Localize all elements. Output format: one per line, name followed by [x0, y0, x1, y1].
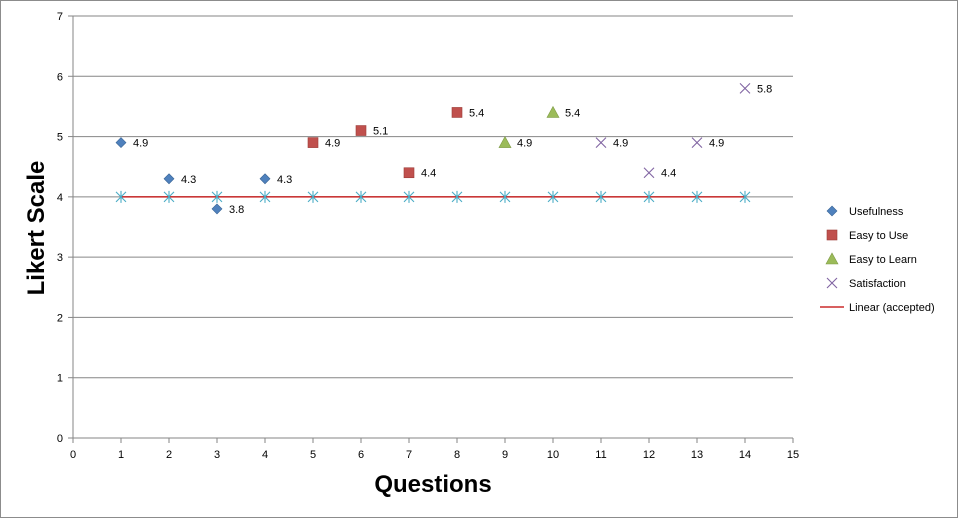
- accepted-point-12: [643, 190, 655, 203]
- accepted-point-9: [499, 190, 511, 203]
- x-tick-label-0: 0: [70, 449, 76, 461]
- x-tick-label-14: 14: [739, 449, 751, 461]
- accepted-point-4: [259, 190, 271, 203]
- legend-label-usefulness: Usefulness: [849, 206, 904, 218]
- x-tick-label-5: 5: [310, 449, 316, 461]
- easy-to-use-data-label-7: 4.4: [421, 168, 436, 180]
- legend-label-easy-to-learn: Easy to Learn: [849, 254, 917, 266]
- easy-to-use-data-label-5: 4.9: [325, 138, 340, 150]
- usefulness-data-label-3: 3.8: [229, 204, 244, 216]
- usefulness-point-4: [259, 173, 271, 185]
- x-tick-label-7: 7: [406, 449, 412, 461]
- y-tick-label-7: 7: [57, 11, 63, 23]
- y-tick-label-4: 4: [57, 192, 63, 204]
- accepted-point-6: [355, 190, 367, 203]
- legend-swatch-easy-to-use: [826, 229, 838, 241]
- y-tick-label-5: 5: [57, 132, 63, 144]
- x-tick-label-4: 4: [262, 449, 268, 461]
- y-tick-label-6: 6: [57, 71, 63, 83]
- legend-swatch-satisfaction: [826, 277, 838, 289]
- satisfaction-data-label-12: 4.4: [661, 168, 676, 180]
- usefulness-point-3: [211, 203, 223, 215]
- y-tick-label-3: 3: [57, 252, 63, 264]
- satisfaction-point-14: [739, 82, 751, 94]
- data-labels: 4.9 4.3 3.8 4.3 4.9 5.1 4.4 5.4 4.9 5.4 4.9 4.4 4.9 5…: [133, 83, 772, 216]
- y-tick-label-0: 0: [57, 433, 63, 445]
- legend-swatch-usefulness: [826, 205, 838, 217]
- accepted-point-1: [115, 190, 127, 203]
- accepted-point-3: [211, 190, 223, 203]
- x-tick-label-2: 2: [166, 449, 172, 461]
- legend-label-easy-to-use: Easy to Use: [849, 230, 908, 242]
- easy-to-use-point-8: [451, 107, 463, 118]
- accepted-point-10: [547, 190, 559, 203]
- easy-to-learn-data-label-10: 5.4: [565, 107, 580, 119]
- legend-swatch-easy-to-learn: [825, 252, 839, 265]
- easy-to-use-data-label-8: 5.4: [469, 107, 484, 119]
- satisfaction-point-11: [595, 137, 607, 148]
- usefulness-data-label-1: 4.9: [133, 138, 148, 150]
- easy-to-learn-data-label-9: 4.9: [517, 138, 532, 150]
- legend-label-satisfaction: Satisfaction: [849, 278, 906, 290]
- data-points: [115, 82, 751, 215]
- accepted-point-2: [163, 190, 175, 203]
- satisfaction-data-label-13: 4.9: [709, 138, 724, 150]
- easy-to-learn-point-10: [546, 105, 560, 118]
- satisfaction-data-label-14: 5.8: [757, 83, 772, 95]
- easy-to-use-data-label-6: 5.1: [373, 126, 388, 138]
- x-tick-label-3: 3: [214, 449, 220, 461]
- x-tick-label-1: 1: [118, 449, 124, 461]
- legend: Usefulness Easy to Use Easy to Learn Satisf…: [820, 205, 935, 314]
- y-tick-label-1: 1: [57, 373, 63, 385]
- x-tick-label-12: 12: [643, 449, 655, 461]
- accepted-point-8: [451, 190, 463, 203]
- accepted-point-14: [739, 190, 751, 203]
- gridlines: [73, 15, 793, 379]
- satisfaction-data-label-11: 4.9: [613, 138, 628, 150]
- easy-to-use-point-5: [307, 137, 319, 148]
- easy-to-learn-point-9: [498, 135, 512, 148]
- x-tick-label-8: 8: [454, 449, 460, 461]
- satisfaction-point-13: [691, 137, 703, 148]
- x-tick-label-9: 9: [502, 449, 508, 461]
- satisfaction-point-12: [643, 167, 655, 179]
- x-tick-label-10: 10: [547, 449, 559, 461]
- x-axis-title: Questions: [374, 471, 491, 498]
- y-axis-title: Likert Scale: [23, 161, 50, 296]
- x-tick-label-11: 11: [595, 449, 606, 461]
- easy-to-use-point-7: [403, 167, 415, 179]
- accepted-point-5: [307, 190, 319, 203]
- x-tick-label-13: 13: [691, 449, 703, 461]
- accepted-point-13: [691, 190, 703, 203]
- usefulness-point-1: [115, 137, 127, 149]
- x-tick-label-15: 15: [787, 449, 799, 461]
- usefulness-data-label-2: 4.3: [181, 174, 196, 186]
- easy-to-use-point-6: [355, 125, 367, 136]
- x-tick-label-6: 6: [358, 449, 364, 461]
- y-tick-label-2: 2: [57, 312, 63, 324]
- accepted-point-11: [595, 190, 607, 203]
- usefulness-point-2: [163, 173, 175, 185]
- legend-label-linear-accepted-: Linear (accepted): [849, 302, 935, 314]
- usefulness-data-label-4: 4.3: [277, 174, 292, 186]
- accepted-point-7: [403, 190, 415, 203]
